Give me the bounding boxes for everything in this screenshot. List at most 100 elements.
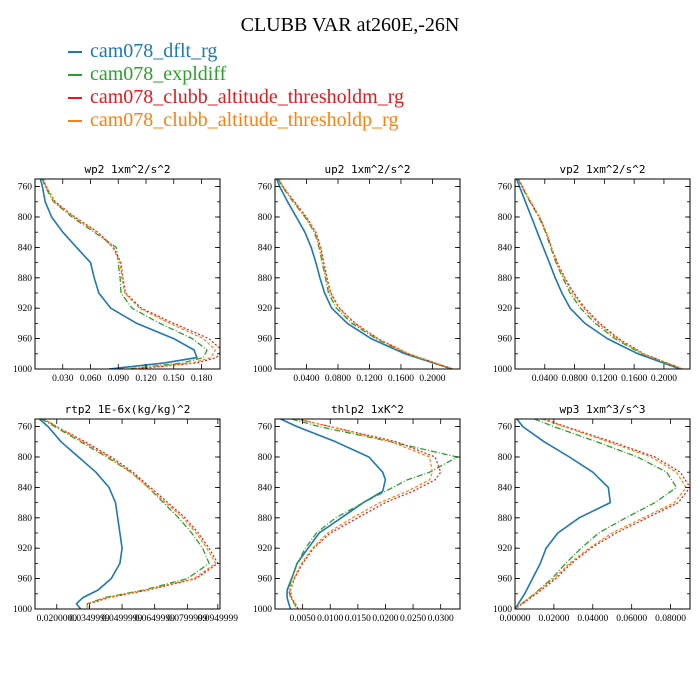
panel-title: wp3 1xm^3/s^3 [559, 403, 645, 416]
legend-label: cam078_clubb_altitude_thresholdm_rg [90, 86, 405, 108]
series-line-1 [515, 179, 681, 369]
panel-title: wp2 1xm^2/s^2 [84, 163, 170, 176]
series-line-4 [42, 179, 216, 369]
y-tick-label: 1000 [253, 365, 272, 375]
x-tick-label: 0.06000 [616, 614, 647, 624]
y-tick-label: 1000 [493, 605, 512, 615]
y-tick-label: 840 [498, 243, 513, 253]
panel-title: vp2 1xm^2/s^2 [559, 163, 645, 176]
legend-item-dflt: cam078_dflt_rg [68, 40, 404, 63]
y-tick-label: 840 [258, 243, 273, 253]
y-tick-label: 880 [498, 514, 513, 524]
x-tick-label: 0.0649999 [135, 614, 176, 624]
y-tick-label: 800 [498, 453, 513, 463]
panel-title: rtp2 1E-6x(kg/kg)^2 [65, 403, 191, 416]
x-tick-label: 0.0800 [562, 374, 588, 384]
x-tick-label: 0.1200 [356, 374, 382, 384]
series-line-1 [515, 419, 612, 609]
y-tick-label: 800 [258, 213, 273, 223]
x-tick-label: 0.1200 [591, 374, 617, 384]
x-tick-label: 0.0800 [325, 374, 351, 384]
y-tick-label: 960 [18, 335, 33, 345]
legend-label: cam078_expldiff [90, 63, 227, 85]
legend-swatch [68, 74, 82, 77]
figure-title: CLUBB VAR at260E,-26N [240, 14, 460, 36]
y-tick-label: 760 [18, 183, 33, 193]
legend-item-thresholdp: cam078_clubb_altitude_thresholdp_rg [68, 109, 404, 132]
x-tick-label: 0.0250 [400, 614, 426, 624]
legend-label: cam078_dflt_rg [90, 40, 218, 62]
y-tick-label: 760 [498, 183, 513, 193]
series-line-2 [277, 179, 453, 369]
y-tick-label: 880 [18, 274, 33, 284]
y-tick-label: 1000 [253, 605, 272, 615]
y-tick-label: 880 [498, 274, 513, 284]
series-line-1 [38, 419, 123, 609]
legend-swatch [68, 120, 82, 123]
panel-frame [514, 418, 691, 610]
y-tick-label: 800 [258, 453, 273, 463]
y-tick-label: 880 [258, 514, 273, 524]
series-line-1 [275, 179, 453, 369]
legend-item-thresholdm: cam078_clubb_altitude_thresholdm_rg [68, 86, 404, 109]
x-tick-label: 0.0050 [290, 614, 316, 624]
y-tick-label: 1000 [493, 365, 512, 375]
x-tick-label: 0.0949999 [198, 614, 239, 624]
x-tick-label: 0.030 [52, 374, 74, 384]
series-line-2 [41, 179, 208, 369]
y-tick-label: 1000 [13, 365, 32, 375]
panel-2: up2 1xm^2/s^2 760 800 840 880 920 960 1000 0.040… [253, 163, 461, 384]
panel-frame [274, 418, 461, 610]
y-tick-label: 800 [18, 213, 33, 223]
series-line-2 [517, 179, 683, 369]
y-tick-label: 920 [258, 304, 273, 314]
y-tick-label: 840 [18, 483, 33, 493]
x-tick-label: 0.0799999 [167, 614, 208, 624]
series-line-3 [518, 179, 683, 369]
series-line-4 [43, 419, 217, 609]
panel-title: thlp2 1xK^2 [331, 403, 404, 416]
panel-frame [274, 178, 461, 370]
series-line-4 [289, 419, 433, 609]
y-tick-label: 800 [18, 453, 33, 463]
series-line-4 [515, 419, 687, 609]
x-tick-label: 0.2000 [419, 374, 445, 384]
y-tick-label: 840 [258, 483, 273, 493]
x-tick-label: 0.180 [191, 374, 213, 384]
series-line-2 [288, 419, 458, 609]
y-tick-label: 840 [498, 483, 513, 493]
x-tick-label: 0.090 [108, 374, 130, 384]
y-tick-label: 960 [18, 575, 33, 585]
y-tick-label: 960 [498, 335, 513, 345]
series-line-3 [43, 419, 219, 609]
legend-swatch [68, 97, 82, 100]
x-tick-label: 0.0499999 [102, 614, 143, 624]
x-tick-label: 0.1600 [388, 374, 414, 384]
y-tick-label: 760 [18, 423, 33, 433]
y-tick-label: 960 [498, 575, 513, 585]
panel-frame [514, 178, 691, 370]
series-line-3 [42, 179, 220, 369]
series-line-2 [515, 419, 678, 609]
x-tick-label: 0.120 [135, 374, 157, 384]
x-tick-label: 0.0150 [345, 614, 371, 624]
panel-frame [34, 418, 221, 610]
x-tick-label: 0.0200000 [37, 614, 78, 624]
y-tick-label: 960 [258, 575, 273, 585]
x-tick-label: 0.08000 [655, 614, 686, 624]
panel-title: up2 1xm^2/s^2 [324, 163, 410, 176]
legend: cam078_dflt_rg cam078_expldiff cam078_cl… [68, 40, 404, 132]
y-tick-label: 1000 [13, 605, 32, 615]
y-tick-label: 960 [258, 335, 273, 345]
legend-swatch [68, 51, 82, 54]
series-line-3 [289, 419, 442, 609]
x-tick-label: 0.0100 [317, 614, 343, 624]
x-tick-label: 0.0200 [372, 614, 398, 624]
series-line-3 [278, 179, 454, 369]
panel-frame [34, 178, 221, 370]
y-tick-label: 760 [258, 423, 273, 433]
y-tick-label: 800 [498, 213, 513, 223]
y-tick-label: 920 [258, 544, 273, 554]
x-tick-label: 0.0400 [532, 374, 558, 384]
